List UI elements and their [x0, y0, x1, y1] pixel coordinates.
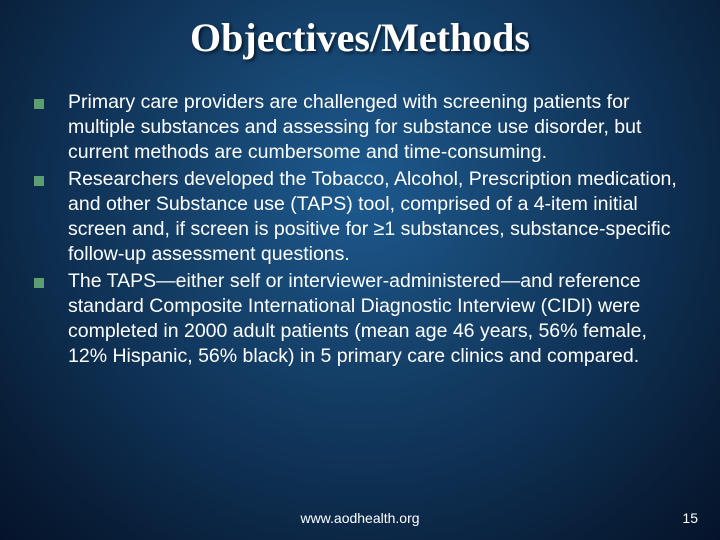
list-item: Researchers developed the Tobacco, Alcoh…: [28, 167, 686, 267]
bullet-icon: [34, 176, 44, 186]
footer-page-number: 15: [682, 510, 698, 526]
bullet-text: Primary care providers are challenged wi…: [68, 90, 686, 165]
bullet-icon: [34, 278, 44, 288]
slide: Objectives/Methods Primary care provider…: [0, 0, 720, 540]
list-item: Primary care providers are challenged wi…: [28, 90, 686, 165]
bullet-list: Primary care providers are challenged wi…: [28, 90, 686, 370]
bullet-text: The TAPS—either self or interviewer-admi…: [68, 269, 686, 369]
bullet-text: Researchers developed the Tobacco, Alcoh…: [68, 167, 686, 267]
footer-url: www.aodhealth.org: [0, 510, 720, 526]
slide-title: Objectives/Methods: [0, 14, 720, 61]
list-item: The TAPS—either self or interviewer-admi…: [28, 269, 686, 369]
bullet-icon: [34, 99, 44, 109]
